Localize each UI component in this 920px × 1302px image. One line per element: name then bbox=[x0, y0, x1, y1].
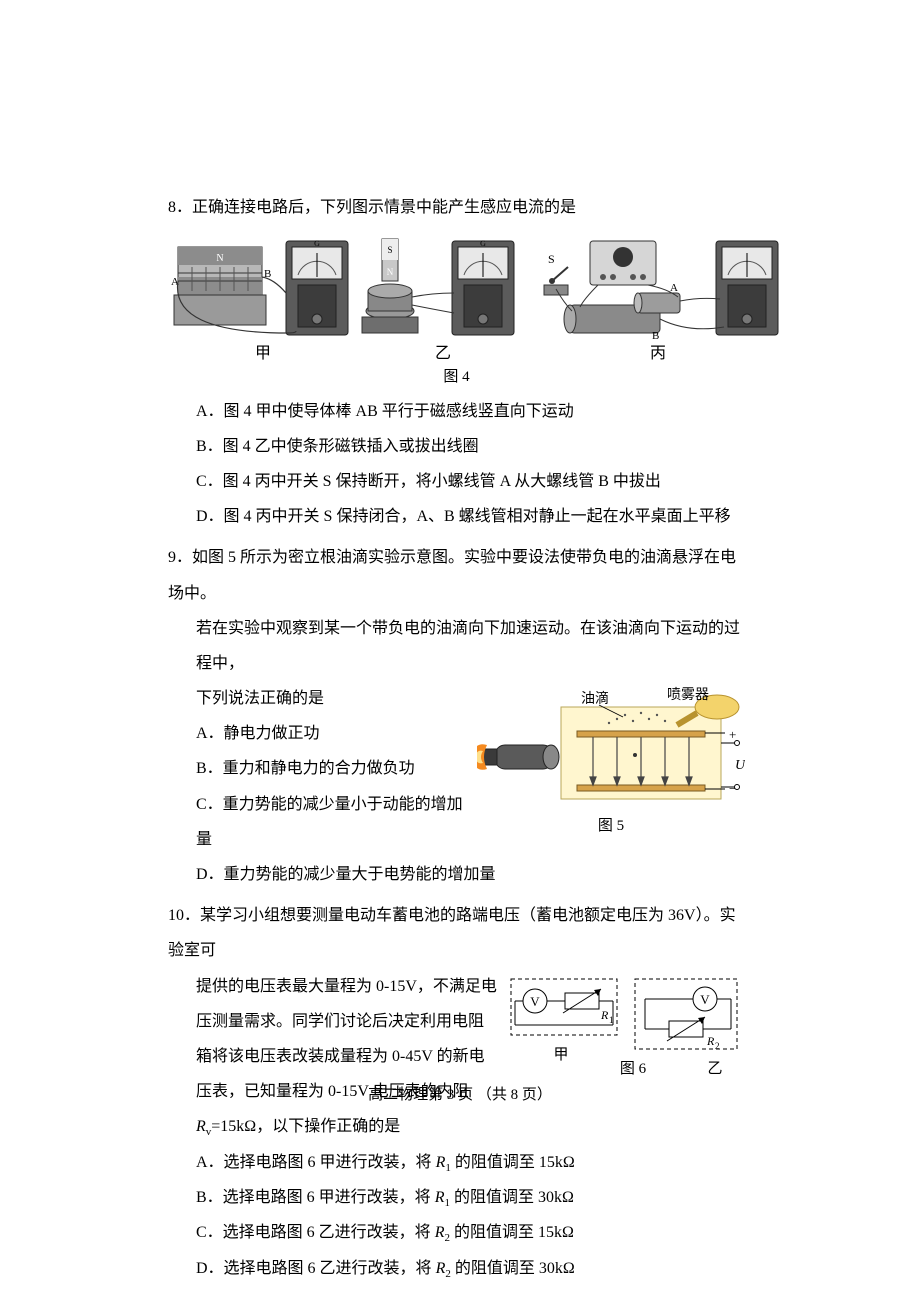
fig4-bing-svg: S A B bbox=[528, 233, 788, 343]
q10-rv: R bbox=[196, 1118, 206, 1135]
q9-number: 9． bbox=[168, 549, 192, 566]
svg-text:B: B bbox=[652, 330, 659, 342]
q8-option-d: D．图 4 丙中开关 S 保持闭合，A、B 螺线管相对静止一起在水平桌面上平移 bbox=[168, 499, 745, 534]
figure-4-row: N S A B G bbox=[168, 233, 745, 365]
question-9: 9．如图 5 所示为密立根油滴实验示意图。实验中要设法使带负电的油滴悬浮在电场中… bbox=[168, 540, 745, 892]
svg-text:S: S bbox=[548, 252, 555, 266]
figure-4-yi: S N G 乙 bbox=[358, 233, 528, 365]
q9-option-d: D．重力势能的减少量大于电势能的增加量 bbox=[168, 857, 745, 892]
q8-option-c: C．图 4 丙中开关 S 保持断开，将小螺线管 A 从大螺线管 B 中拔出 bbox=[168, 464, 745, 499]
fig5-spray-label: 喷雾器 bbox=[667, 687, 709, 703]
q8-stem: 正确连接电路后，下列图示情景中能产生感应电流的是 bbox=[192, 199, 576, 216]
page-footer: 高二物理第 3 页 （共 8 页） bbox=[0, 1079, 920, 1112]
figure-5: 油滴 喷雾器 + − U 图 5 bbox=[477, 685, 745, 835]
fig5-drop-label: 油滴 bbox=[581, 690, 609, 707]
q8-number: 8． bbox=[168, 199, 192, 216]
q10-option-d: D．选择电路图 6 乙进行改装，将 R2 的阻值调至 30kΩ bbox=[168, 1251, 745, 1286]
svg-text:R: R bbox=[706, 1034, 715, 1048]
q8-option-a: A．图 4 甲中使导体棒 AB 平行于磁感线竖直向下运动 bbox=[168, 394, 745, 429]
fig4-caption: 图 4 bbox=[168, 368, 745, 386]
svg-text:V: V bbox=[700, 992, 710, 1007]
figure-6: V R1 甲 V R2 乙 bbox=[505, 973, 745, 1081]
svg-text:G: G bbox=[314, 239, 320, 248]
fig6-svg: V R1 甲 V R2 乙 bbox=[505, 973, 745, 1081]
svg-text:甲: 甲 bbox=[553, 1047, 568, 1063]
fig4-yi-svg: S N G bbox=[358, 233, 528, 343]
q9-stem1: 如图 5 所示为密立根油滴实验示意图。实验中要设法使带负电的油滴悬浮在电场中。 bbox=[168, 549, 736, 601]
svg-text:S: S bbox=[387, 245, 392, 255]
svg-text:图 6: 图 6 bbox=[620, 1060, 647, 1077]
q10-number: 10． bbox=[168, 907, 200, 924]
q10-stem2-tail: =15kΩ，以下操作正确的是 bbox=[211, 1118, 400, 1135]
figure-4-bing: S A B bbox=[528, 233, 788, 365]
svg-text:N: N bbox=[216, 253, 223, 264]
q10-option-c: C．选择电路图 6 乙进行改装，将 R2 的阻值调至 15kΩ bbox=[168, 1215, 745, 1250]
question-8: 8．正确连接电路后，下列图示情景中能产生感应电流的是 N S bbox=[168, 190, 745, 534]
fig4-yi-label: 乙 bbox=[435, 343, 451, 365]
q10-stem1: 某学习小组想要测量电动车蓄电池的路端电压（蓄电池额定电压为 36V）。实验室可 bbox=[168, 907, 736, 959]
svg-text:乙: 乙 bbox=[707, 1061, 722, 1077]
svg-text:R: R bbox=[600, 1008, 609, 1022]
svg-text:N: N bbox=[387, 267, 394, 277]
svg-text:G: G bbox=[480, 239, 486, 248]
fig4-bing-label: 丙 bbox=[650, 343, 666, 365]
svg-text:+: + bbox=[729, 727, 736, 742]
fig5-svg: 油滴 喷雾器 + − U bbox=[477, 685, 745, 813]
fig5-caption: 图 5 bbox=[477, 817, 745, 835]
q10-option-a: A．选择电路图 6 甲进行改装，将 R1 的阻值调至 15kΩ bbox=[168, 1145, 745, 1180]
svg-text:U: U bbox=[735, 758, 745, 773]
fig4-jia-label: 甲 bbox=[255, 343, 271, 365]
q10-option-b: B．选择电路图 6 甲进行改装，将 R1 的阻值调至 30kΩ bbox=[168, 1180, 745, 1215]
figure-4-jia: N S A B G bbox=[168, 233, 358, 365]
fig4-jia-svg: N S A B G bbox=[168, 233, 358, 343]
q9-stem2: 若在实验中观察到某一个带负电的油滴向下加速运动。在该油滴向下运动的过程中， bbox=[168, 611, 745, 681]
q8-option-b: B．图 4 乙中使条形磁铁插入或拔出线圈 bbox=[168, 429, 745, 464]
svg-text:2: 2 bbox=[715, 1041, 720, 1051]
svg-text:V: V bbox=[530, 994, 540, 1009]
